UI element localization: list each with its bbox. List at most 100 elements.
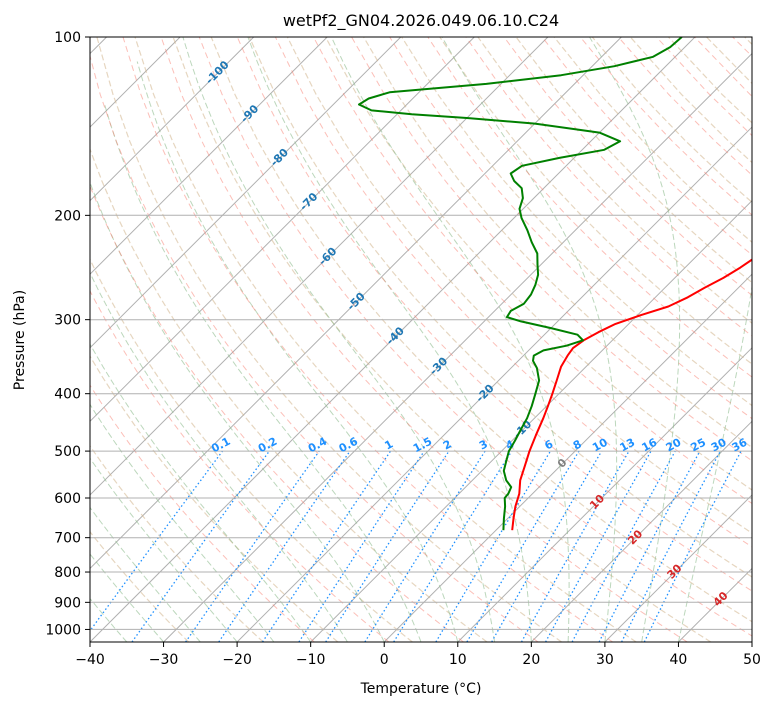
skewed-isotherm-line [163, 52, 752, 642]
dry-adiabat-line [90, 530, 190, 642]
pseudo-line [90, 289, 390, 642]
y-axis-label: Pressure (hPa) [12, 290, 28, 390]
mixing-ratio-label: 6 [542, 437, 555, 452]
skewed-isotherm-line [383, 273, 752, 642]
pseudo-line [389, 37, 752, 420]
mixing-ratio-label: 10 [590, 436, 610, 455]
y-tick-label: 800 [54, 565, 81, 581]
pseudo-line [694, 37, 752, 97]
dry-adiabat-line [401, 37, 752, 407]
moist-adiabat-line [441, 37, 618, 642]
dry-adiabat-line [210, 37, 752, 623]
mixing-ratio-line [545, 450, 652, 642]
mixing-ratio-label: 16 [640, 436, 660, 455]
skewed-isotherm-line [604, 494, 752, 642]
mixing-ratio-line [325, 450, 450, 642]
y-tick-label: 900 [54, 595, 81, 611]
skewed-isotherm-line [457, 347, 752, 642]
skewed-isotherm-line [678, 567, 752, 642]
mixing-ratio-label: 0.6 [337, 435, 361, 456]
dry-adiabat-line [324, 37, 752, 491]
x-tick-label: 0 [380, 652, 389, 668]
x-tick-label: 10 [449, 652, 467, 668]
temperature-line [511, 258, 752, 531]
mixing-ratio-line [131, 450, 270, 642]
dry-adiabat-line [286, 37, 752, 534]
pseudo-line [90, 184, 464, 642]
y-axis-ticks: 100 200 300 400 500 600 700 800 900 1000 [45, 30, 90, 638]
dry-adiabat-line [134, 37, 637, 642]
pseudo-line [236, 37, 752, 592]
x-axis-ticks: −40 −30 −20 −10 0 10 20 30 40 50 [75, 642, 761, 668]
moist-adiabat-line [90, 343, 312, 642]
x-tick-label: −20 [222, 652, 252, 668]
pseudo-line [427, 37, 752, 378]
pseudo-line [351, 37, 752, 462]
mixing-ratio-line [393, 450, 513, 642]
pseudo-line [274, 37, 752, 548]
dry-adiabat-line [96, 37, 562, 642]
dry-adiabat-line [667, 37, 752, 124]
mixing-ratio-label: 1.5 [411, 435, 434, 456]
mixing-ratio-line [298, 450, 425, 642]
dry-adiabat-line [90, 147, 488, 642]
mixing-ratio-label: 36 [730, 436, 750, 455]
skewed-isotherm-line [236, 126, 752, 642]
moist-adiabat-line [90, 506, 201, 642]
x-tick-label: 40 [670, 652, 688, 668]
skewed-isotherm-line [90, 37, 622, 570]
moist-adiabat-line [90, 403, 275, 642]
moist-adiabat-line [90, 553, 164, 642]
mixing-ratio-labels: 0.1 0.2 0.4 0.6 1 1.5 2 3 4 6 8 10 13 16 20 25 30 36 [209, 435, 749, 456]
mixing-ratio-line [185, 450, 320, 642]
mixing-ratio-label: 13 [618, 436, 638, 455]
y-tick-label: 300 [54, 313, 81, 329]
pseudo-line [541, 37, 752, 256]
pseudo-line [771, 37, 775, 642]
moist-adiabat-line [330, 37, 570, 642]
pseudo-adiabat-lines [90, 37, 775, 642]
dry-adiabat-lines [90, 37, 752, 642]
mixing-ratio-line [571, 450, 676, 642]
pseudo-line [656, 37, 752, 137]
sounding-series [358, 37, 752, 531]
dry-adiabat-line [477, 37, 752, 324]
mixing-ratio-line [218, 450, 351, 642]
dewpoint-line [358, 37, 683, 531]
mixing-ratio-line [520, 450, 630, 642]
dry-adiabat-line [248, 37, 752, 578]
dry-adiabat-line [90, 354, 339, 642]
skewed-isotherm-line [90, 37, 255, 202]
mixing-ratio-label: 2 [441, 437, 454, 452]
y-tick-label: 200 [54, 208, 81, 224]
y-tick-label: 100 [54, 30, 81, 46]
moist-adiabat-line [90, 457, 238, 642]
pseudo-line [732, 37, 752, 57]
y-tick-label: 700 [54, 531, 81, 547]
x-tick-label: 20 [522, 652, 540, 668]
mixing-ratio-label: 20 [664, 436, 684, 455]
mixing-ratio-line [90, 450, 224, 632]
moist-adiabat-line [677, 283, 752, 642]
mixing-ratio-label: 25 [688, 436, 708, 455]
dry-adiabat-line [591, 37, 752, 204]
mixing-ratio-line [643, 450, 742, 642]
pseudo-line [90, 384, 315, 642]
moist-adiabat-line [589, 37, 681, 642]
pseudo-line [503, 37, 752, 296]
dry-adiabat-line [90, 444, 264, 642]
y-tick-label: 500 [54, 444, 81, 460]
mixing-ratio-line [261, 450, 392, 642]
dry-adiabat-line [172, 37, 712, 642]
skewed-isotherm-line [90, 37, 402, 349]
dry-adiabat-line [744, 37, 752, 46]
mixing-ratio-label: 30 [709, 436, 729, 455]
dry-adiabat-line [515, 37, 752, 284]
skewed-isotherm-line [90, 37, 328, 275]
pseudo-line [122, 37, 613, 642]
x-tick-label: −40 [75, 652, 105, 668]
pseudo-line [313, 37, 752, 505]
x-tick-label: −30 [149, 652, 179, 668]
skewed-isotherm-lines [90, 37, 752, 642]
